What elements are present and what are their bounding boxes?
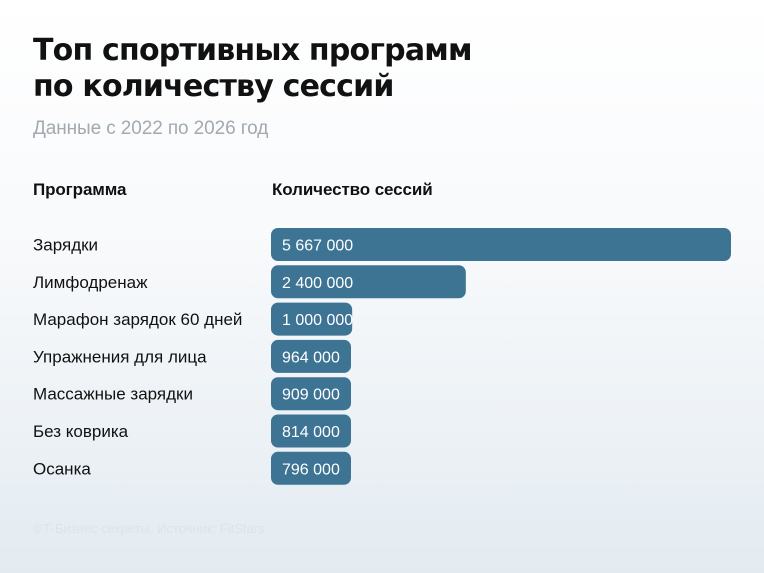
category-label: Осанка [33,459,91,478]
bar-value-label: 814 000 [282,424,340,441]
chart-title-line-1: Топ спортивных программ [33,33,473,68]
column-header-sessions: Количество сессий [272,180,433,199]
chart-title: Топ спортивных программ по количеству се… [33,33,733,105]
bar [271,339,351,373]
bar [271,414,351,448]
category-label: Без коврика [33,422,129,441]
bar [271,228,731,261]
category-label: Марафон зарядок 60 дней [33,310,242,329]
bar-value-label: 2 400 000 [282,275,353,292]
chart-title-line-2: по количеству сессий [33,69,394,104]
chart-subtitle: Данные с 2022 по 2026 год [33,118,269,139]
bar-value-label: 1 000 000 [282,312,353,329]
bar [271,451,351,485]
column-header-program: Программа [33,180,127,199]
category-label: Упражнения для лица [33,347,207,366]
bar-value-label: 909 000 [282,387,340,404]
bar [271,265,466,299]
bar-value-label: 796 000 [282,461,340,478]
bar [271,377,351,411]
bar [271,302,353,336]
bars-group: Зарядки 5 667 000 Лимфодренаж 2 400 000 Мара… [33,228,731,485]
bar-value-label: 5 667 000 [282,238,353,255]
bar-value-label: 964 000 [282,349,340,366]
category-label: Массажные зарядки [33,385,193,404]
source-footnote: ©Т-Бизнес секреты. Источник: FitStars [33,521,265,536]
category-label: Зарядки [33,236,98,255]
category-label: Лимфодренаж [33,273,148,292]
